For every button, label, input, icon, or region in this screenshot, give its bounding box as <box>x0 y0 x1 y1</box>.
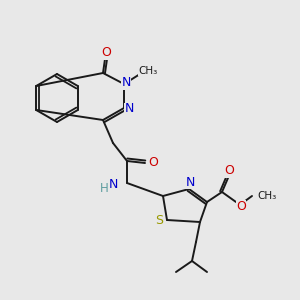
Text: O: O <box>224 164 234 178</box>
Text: N: N <box>108 178 118 191</box>
Text: CH₃: CH₃ <box>138 66 158 76</box>
Text: O: O <box>101 46 111 59</box>
Text: N: N <box>121 76 131 89</box>
Text: O: O <box>148 157 158 169</box>
Text: CH₃: CH₃ <box>257 191 277 201</box>
Text: N: N <box>185 176 195 188</box>
Text: S: S <box>155 214 163 227</box>
Text: H: H <box>100 182 108 194</box>
Text: N: N <box>124 103 134 116</box>
Text: O: O <box>236 200 246 212</box>
